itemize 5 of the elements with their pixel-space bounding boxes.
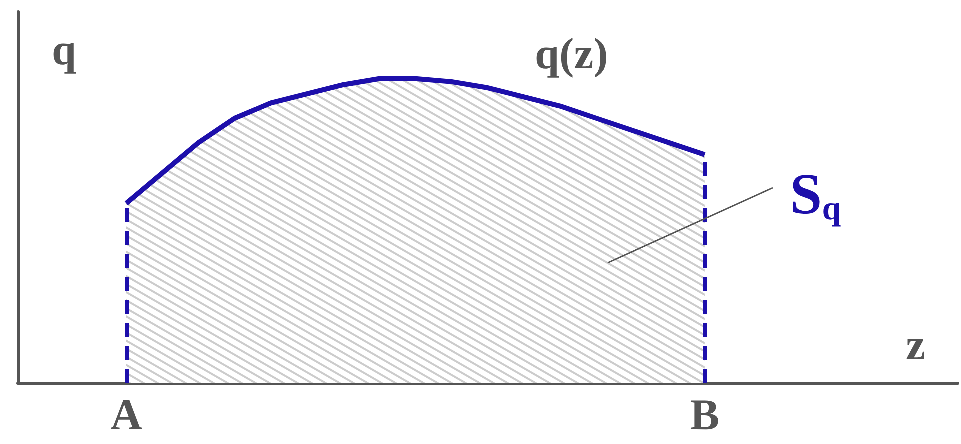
- x-axis-title: z: [906, 320, 926, 370]
- x-tick-label: B: [690, 390, 720, 440]
- y-axis-title: q: [52, 26, 77, 74]
- text: q(z): [535, 30, 608, 78]
- x-tick-label: A: [110, 390, 143, 440]
